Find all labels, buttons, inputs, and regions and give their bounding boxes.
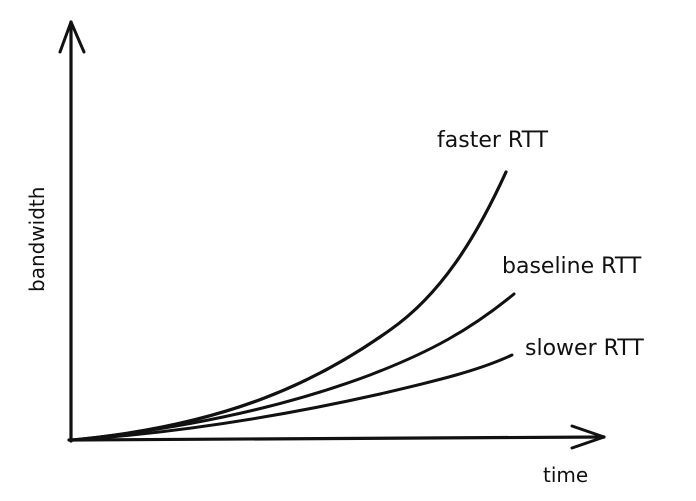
baseline-rtt-label: baseline RTT (502, 254, 642, 279)
y-axis (58, 20, 86, 443)
x-axis-arrow-icon (570, 424, 606, 450)
baseline-rtt-curve (71, 292, 516, 442)
x-axis-label: time (543, 463, 588, 487)
faster-rtt-curve (71, 170, 508, 442)
curves (71, 170, 516, 442)
y-axis-label: bandwidth (25, 187, 49, 292)
x-axis-line (67, 435, 606, 442)
faster-rtt-label: faster RTT (437, 128, 549, 153)
slower-rtt-curve (71, 353, 514, 442)
slower-rtt-label: slower RTT (525, 336, 644, 361)
x-axis (67, 424, 606, 450)
y-axis-arrow-icon (58, 20, 86, 54)
